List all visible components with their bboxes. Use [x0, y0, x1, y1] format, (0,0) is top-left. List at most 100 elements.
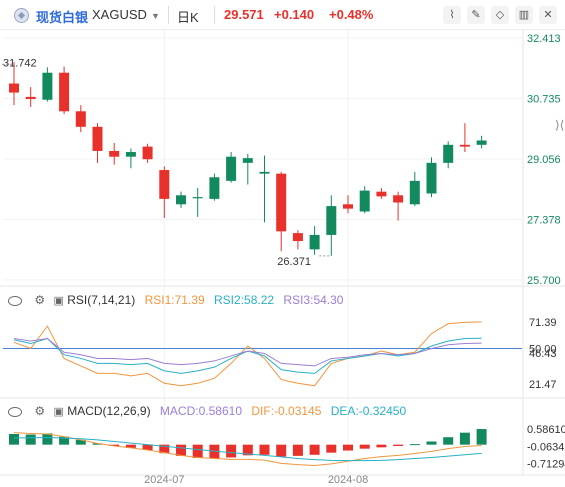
- price-tick-label: 25.700: [527, 275, 561, 287]
- macd-bar: [42, 433, 53, 445]
- high-label: 31.742: [3, 57, 37, 69]
- dif-line: [13, 432, 482, 466]
- macd-bar: [309, 444, 320, 455]
- eye-icon[interactable]: [8, 406, 22, 417]
- dea-value: -0.32450: [358, 404, 407, 418]
- rsi-header: ⚙ ▣ RSI(7,14,21) RSI1:71.39 RSI2:58.22 R…: [8, 293, 343, 307]
- macd-bar: [292, 444, 303, 456]
- candle-icon[interactable]: ▥: [515, 6, 533, 24]
- candle-body: [192, 197, 203, 199]
- macd-header: ⚙ ▣ MACD(12,26,9) MACD:0.58610 DIF:-0.03…: [8, 404, 406, 418]
- macd-bar: [9, 434, 19, 445]
- macd-bar: [359, 444, 370, 449]
- candle-body: [259, 171, 270, 174]
- x-tick-label: 2024-08: [328, 474, 368, 486]
- symbol-dropdown-icon[interactable]: ▼: [151, 11, 160, 21]
- macd-bar: [75, 439, 86, 445]
- macd-bar: [159, 444, 170, 454]
- dif-name: DIF: [251, 404, 271, 418]
- macd-bar: [176, 444, 186, 456]
- close-icon[interactable]: ✕: [539, 6, 557, 24]
- macd-params: MACD(12,26,9): [67, 404, 151, 418]
- macd-bar: [192, 444, 203, 458]
- price-panel: 31.742 26.371: [2, 57, 487, 268]
- eye-icon[interactable]: [8, 295, 22, 306]
- symbol-code[interactable]: XAGUSD: [92, 7, 147, 22]
- candle-body: [359, 190, 370, 212]
- macd-value: 0.58610: [198, 404, 242, 418]
- candle-body: [176, 195, 186, 205]
- rsi-tick-label: 71.39: [529, 317, 557, 329]
- candle-body: [309, 234, 320, 250]
- candle-body: [326, 206, 337, 235]
- macd-bar: [376, 444, 387, 448]
- price-tick-label: 30.735: [527, 93, 561, 105]
- macd-bar: [426, 441, 437, 445]
- candle-body: [25, 96, 36, 100]
- silver-logo-icon: [14, 8, 29, 23]
- price-tick-label: 27.378: [527, 215, 561, 227]
- settings-icon[interactable]: ⚙: [34, 404, 46, 418]
- macd-bar: [409, 444, 420, 446]
- shapes-icon[interactable]: ◇: [491, 6, 509, 24]
- rsi2-value: 58.22: [244, 293, 275, 307]
- period-selector[interactable]: 日K: [177, 10, 199, 25]
- price-change-percent: +0.48%: [329, 7, 374, 22]
- dif-value: -0.03145: [274, 404, 322, 418]
- candle-body: [292, 233, 303, 242]
- rsi-tick-label: 21.47: [529, 379, 557, 391]
- candle-body: [209, 177, 220, 199]
- macd-bar: [59, 436, 70, 445]
- candle-body: [125, 152, 136, 157]
- macd-name: MACD: [159, 404, 196, 418]
- draw-icon[interactable]: ✎: [467, 6, 485, 24]
- settings-icon[interactable]: ⚙: [34, 293, 46, 307]
- macd-bar: [242, 444, 253, 456]
- macd-panel: [9, 429, 487, 466]
- macd-tick-label: 0.58610: [527, 424, 565, 436]
- candle-body: [443, 144, 454, 163]
- macd-bar: [25, 434, 36, 445]
- rsi3-value: 54.30: [313, 293, 344, 307]
- dea-name: DEA: [330, 404, 356, 418]
- candle-body: [75, 111, 86, 127]
- low-label: 26.371: [277, 256, 311, 268]
- last-price: 29.571: [224, 7, 264, 22]
- macd-bar: [459, 432, 470, 445]
- rsi-line-3: [13, 338, 482, 367]
- rsi-params: RSI(7,14,21): [67, 293, 136, 307]
- candle-body: [9, 83, 19, 93]
- candle-body: [242, 158, 253, 163]
- expand-icon[interactable]: ⟩⟨: [555, 118, 565, 132]
- candle-body: [426, 162, 437, 194]
- macd-bar: [276, 444, 287, 457]
- macd-bar: [343, 444, 353, 451]
- candle-body: [409, 180, 420, 205]
- macd-bar: [92, 443, 103, 445]
- macd-bar: [393, 444, 404, 446]
- macd-tick-label: -0.71294: [527, 459, 565, 471]
- candle-body: [59, 72, 70, 112]
- price-tick-label: 29.056: [527, 154, 561, 166]
- line-chart-icon[interactable]: ⌇: [443, 6, 461, 24]
- symbol-cn-name[interactable]: 现货白银: [36, 10, 89, 25]
- rsi1-name: RSI1: [144, 293, 172, 307]
- candle-body: [343, 204, 353, 209]
- candle-body: [92, 126, 103, 151]
- macd-bar: [209, 444, 220, 459]
- candle-body: [109, 150, 120, 157]
- delete-icon[interactable]: ▣: [53, 406, 64, 418]
- macd-bar: [125, 444, 136, 448]
- delete-icon[interactable]: ▣: [53, 295, 64, 307]
- macd-bar: [326, 444, 337, 453]
- rsi2-name: RSI2: [214, 293, 241, 307]
- macd-bar: [109, 444, 120, 446]
- candle-body: [393, 195, 404, 203]
- rsi-tick-label: 46.43: [529, 348, 557, 360]
- candle-body: [276, 173, 287, 232]
- rsi1-value: 71.39: [174, 293, 205, 307]
- rsi-tick-label: 50.00: [529, 344, 557, 356]
- macd-bar: [476, 429, 487, 445]
- macd-tick-label: -0.06342: [527, 441, 565, 453]
